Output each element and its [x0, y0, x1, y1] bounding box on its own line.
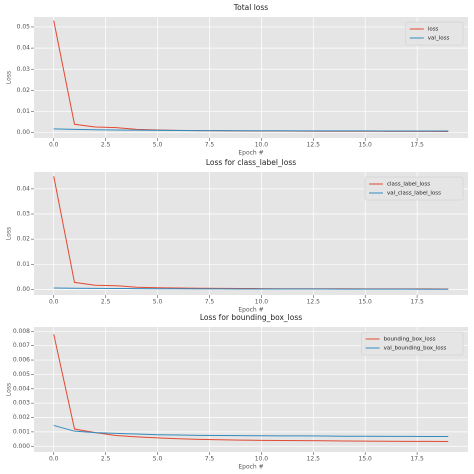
x-tick-label: 17.5 — [410, 142, 424, 149]
x-tick-label: 7.5 — [205, 299, 215, 306]
x-axis-label: Epoch # — [238, 150, 263, 157]
legend-label: class_label_loss — [387, 182, 430, 188]
y-axis-label: Loss — [6, 71, 13, 84]
x-tick-label: 12.5 — [307, 299, 321, 306]
x-tick-label: 17.5 — [410, 299, 424, 306]
x-tick-label: 7.5 — [205, 142, 215, 149]
x-tick-label: 0.0 — [49, 299, 59, 306]
y-tick-label: 0.04 — [17, 45, 31, 52]
x-tick-label: 17.5 — [410, 456, 424, 463]
y-axis-label: Loss — [6, 227, 13, 240]
x-tick-label: 2.5 — [101, 142, 111, 149]
x-tick-label: 0.0 — [49, 456, 59, 463]
legend-box — [361, 331, 464, 356]
x-tick-label: 5.0 — [153, 299, 163, 306]
y-tick-label: 0.05 — [17, 23, 31, 30]
x-tick-label: 10.0 — [255, 456, 269, 463]
y-tick-label: 0.002 — [13, 414, 30, 421]
x-tick-label: 10.0 — [255, 299, 269, 306]
y-axis-label: Loss — [6, 383, 13, 396]
y-tick-label: 0.04 — [17, 185, 31, 192]
x-axis-label: Epoch # — [238, 307, 263, 314]
y-tick-label: 0.01 — [17, 261, 31, 268]
chart-title: Loss for bounding_box_loss — [200, 313, 302, 322]
y-tick-label: 0.00 — [17, 286, 31, 293]
series-line — [53, 334, 449, 443]
y-tick-label: 0.00 — [17, 129, 31, 136]
x-tick-label: 15.0 — [359, 142, 373, 149]
y-tick-label: 0.03 — [17, 66, 31, 73]
x-tick-label: 15.0 — [359, 299, 373, 306]
x-tick-label: 5.0 — [153, 456, 163, 463]
y-tick-label: 0.02 — [17, 236, 31, 243]
legend-label: loss — [428, 27, 439, 33]
y-tick-label: 0.005 — [13, 371, 30, 378]
legend-label: val_loss — [428, 36, 450, 42]
legend-label: val_class_label_loss — [387, 191, 441, 197]
legend-box — [405, 21, 464, 46]
chart-title: Loss for class_label_loss — [206, 158, 296, 167]
x-axis-label: Epoch # — [238, 464, 263, 471]
plot-area — [34, 17, 468, 138]
y-tick-label: 0.004 — [13, 385, 30, 392]
series-line — [53, 128, 449, 132]
y-tick-label: 0.02 — [17, 87, 31, 94]
y-tick-label: 0.008 — [13, 328, 30, 335]
y-tick-label: 0.001 — [13, 428, 30, 435]
y-tick-label: 0.007 — [13, 342, 30, 349]
y-tick-label: 0.01 — [17, 108, 31, 115]
x-tick-label: 12.5 — [307, 456, 321, 463]
y-tick-label: 0.003 — [13, 400, 30, 407]
legend-label: val_bounding_box_loss — [384, 346, 447, 352]
series-line — [53, 287, 449, 290]
x-tick-label: 2.5 — [101, 299, 111, 306]
x-tick-label: 12.5 — [307, 142, 321, 149]
legend-box — [364, 176, 464, 201]
x-tick-label: 15.0 — [359, 456, 373, 463]
x-tick-label: 2.5 — [101, 456, 111, 463]
chart-title: Total loss — [233, 3, 268, 12]
x-tick-label: 0.0 — [49, 142, 59, 149]
y-tick-label: 0.000 — [13, 443, 30, 450]
x-tick-label: 7.5 — [205, 456, 215, 463]
y-tick-label: 0.006 — [13, 357, 30, 364]
x-tick-label: 10.0 — [255, 142, 269, 149]
series-line — [53, 424, 449, 437]
x-tick-label: 5.0 — [153, 142, 163, 149]
y-tick-label: 0.03 — [17, 211, 31, 218]
legend-label: bounding_box_loss — [384, 337, 436, 343]
